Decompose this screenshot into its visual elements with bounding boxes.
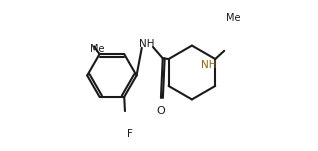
Text: F: F: [127, 129, 133, 139]
Text: Me: Me: [90, 44, 104, 54]
Text: NH: NH: [139, 39, 154, 49]
Text: O: O: [157, 106, 166, 116]
Text: Me: Me: [225, 13, 240, 23]
Text: NH: NH: [201, 60, 217, 70]
